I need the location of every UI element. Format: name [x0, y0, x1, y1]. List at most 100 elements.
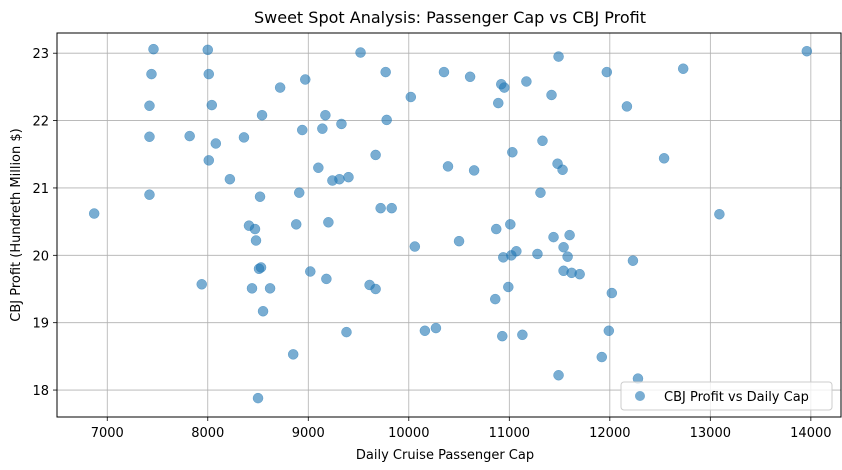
data-point [287, 349, 299, 360]
x-tick-label: 11000 [489, 426, 530, 441]
data-point [489, 293, 501, 305]
data-point [546, 89, 557, 101]
x-axis-label: Daily Cruise Passenger Cap [356, 448, 534, 463]
data-point [801, 45, 813, 57]
data-point [321, 273, 332, 285]
data-point [206, 99, 218, 111]
data-point [370, 149, 381, 161]
data-point [553, 51, 564, 62]
data-point [323, 217, 334, 228]
data-point [511, 246, 522, 257]
data-point [290, 219, 302, 230]
data-point [246, 283, 258, 294]
data-point [557, 164, 568, 176]
data-point [224, 173, 236, 185]
x-tick-label: 14000 [790, 426, 831, 441]
axis-ticks: 7000 8000 9000 10000 11000 12000 13000 14000 18 1… [32, 47, 831, 441]
data-point [606, 287, 618, 299]
y-tick-label: 21 [32, 182, 49, 197]
x-tick-label: 7000 [91, 426, 124, 441]
data-point [548, 231, 559, 243]
data-point [574, 268, 585, 280]
data-point [184, 130, 195, 142]
data-point [558, 241, 569, 253]
data-point [596, 351, 608, 363]
data-point [468, 165, 480, 176]
legend: CBJ Profit vs Daily Cap [620, 381, 833, 411]
data-points [88, 43, 813, 404]
data-point [256, 109, 268, 121]
data-point [442, 161, 454, 172]
data-point [601, 66, 613, 78]
data-point [507, 146, 518, 158]
data-point [254, 191, 266, 202]
data-point [658, 153, 670, 164]
data-point [313, 162, 324, 173]
data-point [537, 135, 548, 147]
data-point [409, 241, 421, 252]
data-point [493, 97, 504, 109]
data-point [380, 66, 391, 78]
y-tick-label: 20 [32, 249, 49, 264]
data-point [603, 325, 615, 337]
data-point [238, 132, 250, 143]
y-tick-label: 23 [32, 47, 49, 62]
y-tick-label: 18 [32, 384, 49, 399]
data-point [564, 229, 575, 241]
data-point [386, 202, 397, 214]
data-point [274, 82, 286, 93]
data-point [627, 255, 639, 266]
data-point [264, 283, 276, 294]
data-point [320, 109, 331, 121]
legend-box [620, 381, 833, 411]
data-point [517, 329, 528, 341]
y-tick-label: 22 [32, 115, 49, 130]
plot-frame [56, 32, 842, 418]
data-point [343, 171, 354, 183]
y-axis-label: CBJ Profit (Hundreth Million $) [9, 128, 24, 321]
data-point [293, 187, 305, 198]
x-tick-label: 10000 [388, 426, 429, 441]
data-point [505, 219, 516, 230]
data-point [148, 43, 159, 55]
data-point [210, 138, 222, 149]
x-tick-label: 8000 [191, 426, 224, 441]
data-point [144, 189, 155, 200]
data-point [249, 223, 261, 235]
chart-title: Sweet Spot Analysis: Passenger Cap vs CB… [254, 8, 646, 27]
data-point [88, 208, 100, 219]
data-point [532, 248, 543, 260]
data-point [355, 47, 366, 58]
data-point [144, 131, 155, 142]
x-tick-label: 9000 [292, 426, 325, 441]
data-point [419, 325, 431, 337]
data-point [250, 235, 262, 246]
x-tick-label: 12000 [589, 426, 630, 441]
data-point [453, 235, 465, 247]
data-point [196, 279, 207, 290]
data-point [430, 322, 442, 334]
data-point [317, 123, 328, 134]
data-point [334, 173, 345, 185]
data-point [255, 262, 267, 273]
data-point [252, 392, 264, 404]
x-tick-label: 13000 [690, 426, 731, 441]
grid-lines [57, 33, 841, 417]
y-tick-label: 19 [32, 317, 49, 332]
data-point [257, 305, 269, 317]
data-point [677, 63, 689, 74]
data-point [341, 326, 352, 338]
data-point [336, 118, 347, 130]
data-point [144, 100, 155, 112]
data-point [497, 330, 508, 342]
data-point [305, 266, 316, 277]
data-point [562, 251, 573, 262]
data-point [553, 369, 564, 381]
data-point [521, 76, 532, 87]
data-point [375, 202, 386, 214]
data-point [146, 68, 157, 80]
data-point [490, 223, 502, 235]
data-point [297, 124, 308, 136]
